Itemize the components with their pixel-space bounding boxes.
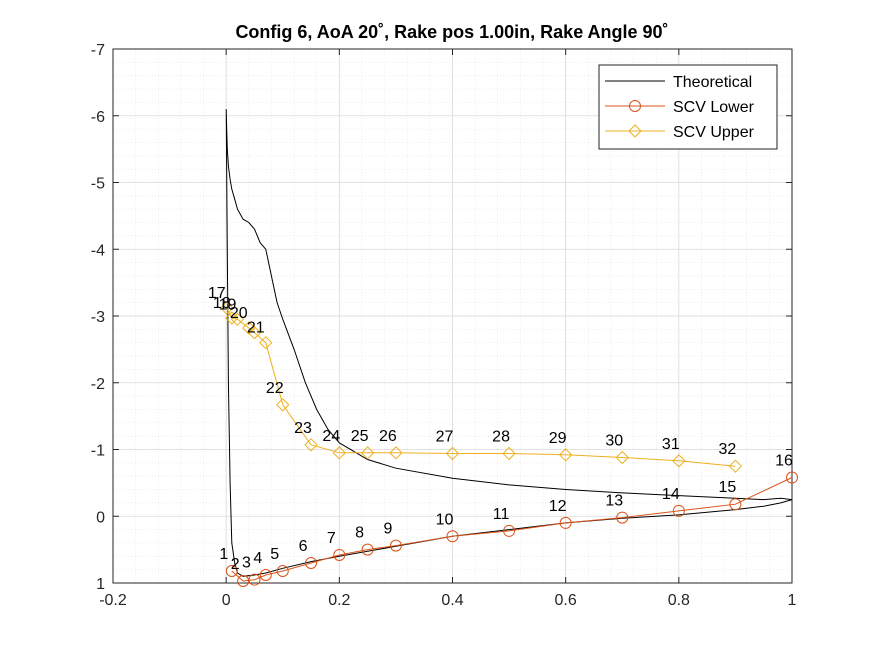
point-label: 9 <box>383 521 392 538</box>
data-point-scv-upper <box>242 321 256 335</box>
data-point-scv-lower <box>616 511 629 524</box>
data-point-scv-lower <box>786 471 798 484</box>
data-point-scv-upper <box>304 438 318 452</box>
y-tick-label: -2 <box>91 376 105 393</box>
point-label: 23 <box>294 420 312 437</box>
point-label: 21 <box>247 320 265 337</box>
point-label: 14 <box>662 486 680 503</box>
point-label: 1 <box>219 546 228 563</box>
data-point-scv-upper <box>558 448 573 462</box>
data-point-scv-lower <box>248 573 261 586</box>
point-label: 24 <box>322 428 340 445</box>
point-label: 20 <box>230 305 248 322</box>
y-tick-label: -5 <box>91 176 105 193</box>
point-label: 15 <box>719 479 737 496</box>
point-label: 12 <box>549 498 567 515</box>
data-point-scv-upper <box>389 446 403 460</box>
point-label: 31 <box>662 436 680 453</box>
x-tick-label: 0.8 <box>668 592 690 609</box>
data-point-scv-lower <box>361 543 374 556</box>
data-point-scv-lower <box>559 516 572 529</box>
data-point-scv-lower <box>672 504 685 517</box>
x-tick-label: 0.6 <box>555 592 577 609</box>
chart-title: Config 6, AoA 20˚, Rake pos 1.00in, Rake… <box>235 22 668 42</box>
data-point-scv-lower <box>729 498 742 511</box>
legend-entry: SCV Upper <box>673 124 755 141</box>
data-point-scv-upper <box>225 311 239 325</box>
point-label: 25 <box>351 428 369 445</box>
point-label: 17 <box>208 285 226 302</box>
x-tick-label: 0.4 <box>441 592 463 609</box>
point-label: 29 <box>549 430 567 447</box>
point-label: 18 <box>213 295 231 312</box>
data-point-scv-upper <box>276 398 290 412</box>
data-point-scv-lower <box>305 556 318 569</box>
point-label: 6 <box>299 538 308 555</box>
series-line-scv-lower <box>231 477 793 582</box>
point-label: 8 <box>355 525 364 542</box>
x-tick-label: -0.2 <box>99 592 127 609</box>
point-label: 2 <box>231 556 240 573</box>
data-point-scv-lower <box>333 548 346 561</box>
y-tick-label: -7 <box>91 42 105 59</box>
point-label: 27 <box>436 429 454 446</box>
data-point-scv-upper <box>728 459 743 473</box>
data-point-scv-lower <box>503 524 516 537</box>
point-label: 5 <box>270 546 279 563</box>
point-label: 4 <box>253 550 262 567</box>
data-point-scv-lower <box>259 568 272 581</box>
y-tick-label: -3 <box>91 309 105 326</box>
legend-entry: Theoretical <box>673 74 752 91</box>
point-label: 32 <box>719 441 737 458</box>
legend-entry: SCV Lower <box>673 99 755 116</box>
data-point-scv-upper <box>672 454 686 468</box>
y-tick-label: -4 <box>91 242 105 259</box>
series-line-theoretical <box>225 109 793 577</box>
data-point-scv-upper <box>220 301 234 315</box>
data-point-scv-upper <box>247 325 262 340</box>
y-tick-label: 0 <box>96 509 105 526</box>
point-label: 28 <box>492 429 510 446</box>
data-point-scv-upper <box>445 446 460 461</box>
y-tick-label: 1 <box>96 576 105 593</box>
data-point-scv-upper <box>360 446 375 460</box>
point-label: 16 <box>775 453 793 470</box>
data-point-scv-upper <box>230 312 245 327</box>
legend-marker-diamond <box>628 124 642 138</box>
point-label: 30 <box>605 433 623 450</box>
point-label: 22 <box>266 380 284 397</box>
data-point-scv-lower <box>225 564 238 577</box>
x-tick-label: 1 <box>788 592 797 609</box>
x-tick-label: 0 <box>222 592 231 609</box>
point-label: 3 <box>242 555 251 572</box>
y-tick-label: -6 <box>91 109 105 126</box>
data-point-scv-upper <box>502 446 516 461</box>
point-label: 11 <box>493 506 510 523</box>
point-label: 26 <box>379 428 397 445</box>
legend-marker-circle <box>629 100 641 112</box>
point-label: 10 <box>436 511 454 528</box>
data-point-scv-lower <box>389 539 402 552</box>
data-point-scv-lower <box>446 530 459 543</box>
data-point-scv-lower <box>276 564 289 577</box>
y-tick-label: -1 <box>91 443 105 460</box>
x-tick-label: 0.2 <box>328 592 350 609</box>
point-label: 19 <box>219 296 237 313</box>
data-point-scv-upper <box>259 335 273 350</box>
legend-box <box>598 64 778 150</box>
point-label: 13 <box>605 493 623 510</box>
data-point-scv-upper <box>615 450 629 465</box>
point-label: 7 <box>327 530 336 547</box>
data-point-scv-upper <box>332 446 347 460</box>
